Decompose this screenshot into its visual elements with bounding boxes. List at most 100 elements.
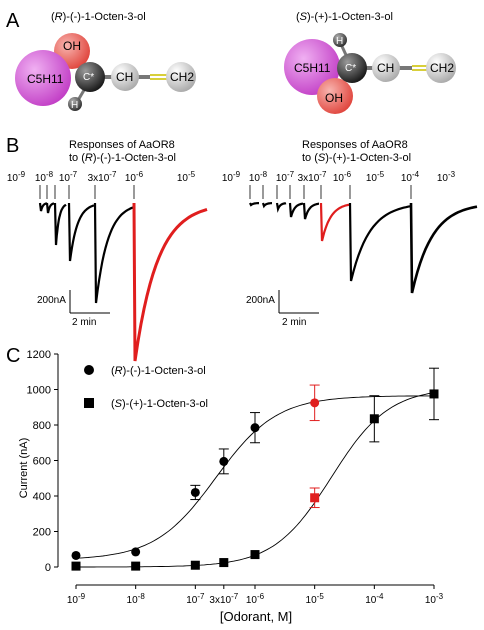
response-trace [38,202,48,212]
scale-time-left: 2 min [72,317,96,328]
response-trace [93,202,135,304]
response-trace [261,202,272,209]
data-point [310,398,320,408]
x-tick-label: 10-6 [246,592,265,606]
oxygen-atom [317,78,353,114]
scale-current-left: 200nA [37,295,66,306]
molecule-left: OH C5H11 C* H CH CH2 [15,33,196,111]
concentration-label: 3x10-7 [88,170,117,184]
response-trace [67,202,95,262]
traces-right-title-line1: Responses of AaOR8 [302,139,408,151]
legend-label-r: (R)-(-)-1-Octen-3-ol [111,365,206,377]
data-point [250,423,260,433]
ch-atom [372,54,400,82]
data-point [131,547,141,557]
concentration-label: 10-9 [7,170,26,184]
y-tick-label: 0 [45,562,51,574]
data-point [310,493,320,503]
c-star-label: C* [83,72,94,83]
data-point [190,487,200,497]
hydrogen-atom [68,97,82,111]
concentration-label: 10-6 [125,170,144,184]
hydrogen-atom [333,33,347,47]
x-tick-label: 10-9 [67,592,86,606]
x-tick-label: 3x10-7 [209,592,238,606]
concentration-label: 10-7 [276,170,295,184]
data-point [219,456,229,466]
c-star-label: C* [345,63,356,74]
concentration-label: 10-3 [437,170,456,184]
oh-label: OH [63,39,81,53]
current-traces-right: 10-9 10-8 10-7 3x10-7 10-6 10-5 10-4 10-3 [222,170,478,294]
data-point [190,560,200,570]
y-axis-label: Current (nA) [18,438,30,499]
data-point [219,558,229,568]
response-trace [302,202,319,220]
concentration-label: 10-5 [366,170,385,184]
chiral-carbon-atom [75,62,105,92]
x-tick-label: 10-8 [127,592,146,606]
scale-bar-left: 200nA 2 min [37,290,110,328]
oh-label: OH [325,91,343,105]
ch2-label: CH2 [170,70,194,84]
concentration-label: 3x10-7 [298,170,327,184]
ch-label: CH [116,70,133,84]
x-tick-label: 10-7 [186,592,205,606]
legend: (R)-(-)-1-Octen-3-ol (S)-(+)-1-Octen-3-o… [84,365,208,410]
response-trace [53,202,67,246]
y-tick-label: 200 [33,527,51,539]
y-tick-label: 600 [33,456,51,468]
panel-a-letter: A [6,10,20,32]
y-tick-label: 400 [33,491,51,503]
scale-bar-right: 200nA 2 min [246,290,319,328]
data-point [71,561,81,571]
c5h11-label: C5H11 [27,72,64,86]
chiral-carbon-atom [337,53,367,83]
traces-left-title-line1: Responses of AaOR8 [69,139,175,151]
y-tick-label: 1200 [27,349,51,361]
legend-marker-s [84,398,94,408]
traces-right-title-line2: to (S)-(+)-1-Octen-3-ol [302,152,411,164]
concentration-label: 10-8 [35,170,54,184]
data-point [369,414,379,424]
legend-marker-r [84,365,94,375]
ch2-atom [166,62,196,92]
c5h11-group [15,50,71,106]
molecule-left-title: (R)-(-)-1-Octen-3-ol [51,11,146,23]
c5h11-label: C5H11 [294,61,331,75]
data-point [250,550,260,560]
x-tick-label: 10-5 [306,592,325,606]
concentration-label: 10-5 [177,170,196,184]
x-tick-label: 10-4 [365,592,384,606]
concentration-label: 10-8 [249,170,268,184]
scale-time-right: 2 min [282,317,306,328]
data-point [429,389,439,399]
x-tick-label: 10-3 [425,592,444,606]
panel-b-letter: B [6,135,19,157]
concentration-label: 10-9 [222,170,241,184]
current-traces-left: 10-9 10-8 10-7 3x10-7 10-6 10-5 [7,170,208,362]
response-trace [348,202,412,282]
panel-c-letter: C [6,345,20,367]
dose-response-chart: 0 200 400 600 800 1000 1200 10-9 10-8 10-7 3x10-7… [18,349,444,624]
response-trace [288,202,304,218]
ch2-atom [426,53,456,83]
response-trace [409,202,478,294]
data-point [131,561,141,571]
response-trace [275,202,287,213]
response-trace [132,202,208,362]
data-point [71,550,81,560]
h-label: H [71,100,78,111]
response-trace [249,202,259,207]
traces-left-title-line2: to (R)-(-)-1-Octen-3-ol [69,152,176,164]
ch-label: CH [377,61,394,75]
concentration-label: 10-4 [401,170,420,184]
ch2-label: CH2 [430,61,454,75]
molecule-right: C5H11 OH H C* CH CH2 [284,33,456,114]
concentration-label: 10-7 [59,170,78,184]
response-trace [319,202,351,242]
ch-atom [111,63,139,91]
concentration-label: 10-6 [333,170,352,184]
legend-label-s: (S)-(+)-1-Octen-3-ol [111,398,208,410]
